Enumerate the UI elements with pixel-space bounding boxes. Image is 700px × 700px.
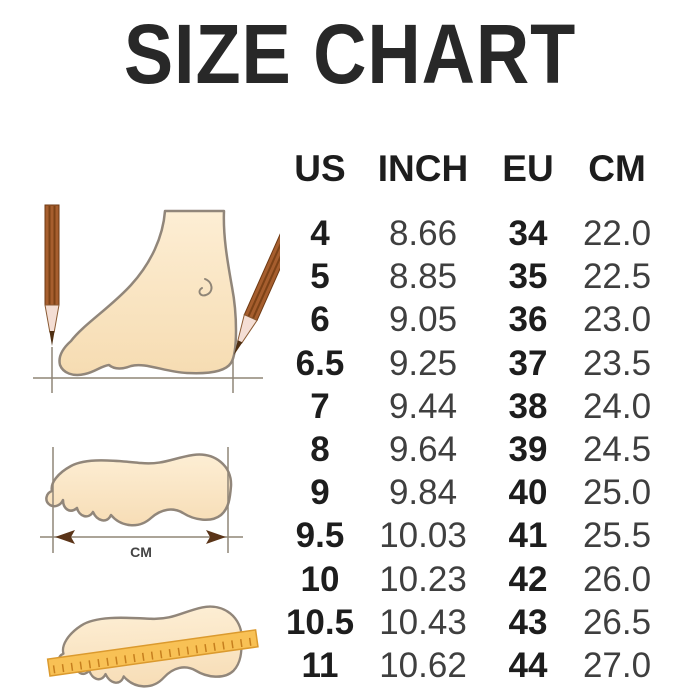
table-row: 5 8.85 35 22.5 (276, 255, 660, 298)
arrowhead-right-icon (206, 530, 226, 544)
ruler-icon (46, 629, 259, 677)
eu-size: 39 (508, 430, 548, 470)
foot-side-shape (58, 209, 238, 377)
inch-size: 9.05 (388, 300, 458, 340)
cm-size: 26.0 (582, 559, 652, 599)
column-header-cm: CM (588, 148, 646, 189)
ankle-mark (198, 278, 213, 297)
table-row: 6.5 9.25 37 23.5 (276, 342, 660, 385)
table-row: 7 9.44 38 24.0 (276, 385, 660, 428)
eu-size: 37 (508, 343, 548, 383)
us-size: 10.5 (285, 602, 355, 642)
table-row: 9 9.84 40 25.0 (276, 471, 660, 514)
us-size: 6.5 (295, 343, 345, 383)
footprint-shape (45, 453, 233, 527)
size-table-header: US INCH EU CM (276, 146, 660, 192)
inch-size: 10.62 (379, 645, 467, 685)
eu-size: 41 (508, 516, 548, 556)
cm-size: 24.0 (582, 386, 652, 426)
cm-size: 26.5 (582, 602, 652, 642)
eu-size: 42 (508, 559, 548, 599)
us-size: 6 (310, 300, 330, 340)
cm-size: 22.0 (582, 214, 652, 254)
table-row: 11 10.62 44 27.0 (276, 644, 660, 687)
footprint-ruler-illustration (46, 605, 259, 688)
inch-size: 8.85 (388, 257, 458, 297)
size-table: US INCH EU CM 4 8.66 34 22.0 5 8.85 35 2… (276, 146, 660, 687)
us-size: 8 (310, 430, 330, 470)
table-row: 6 9.05 36 23.0 (276, 298, 660, 341)
us-size: 9.5 (295, 516, 345, 556)
cm-size: 22.5 (582, 257, 652, 297)
cm-size: 27.0 (582, 645, 652, 685)
us-size: 9 (310, 473, 330, 513)
inch-size: 9.44 (388, 386, 458, 426)
inch-size: 9.84 (388, 473, 458, 513)
footprint-length-arrow-illustration: CM (40, 447, 243, 560)
column-header-us: US (294, 148, 346, 189)
eu-size: 38 (508, 386, 548, 426)
column-header-inch: INCH (377, 148, 469, 189)
us-size: 4 (310, 214, 330, 254)
us-size: 5 (310, 257, 330, 297)
cm-size: 23.5 (582, 343, 652, 383)
cm-size: 23.0 (582, 300, 652, 340)
eu-size: 36 (508, 300, 548, 340)
arrowhead-left-icon (55, 530, 75, 544)
inch-size: 10.43 (379, 602, 467, 642)
us-size: 7 (310, 386, 330, 426)
cm-size: 25.5 (582, 516, 652, 556)
cm-arrow-label: CM (130, 544, 152, 560)
table-row: 8 9.64 39 24.5 (276, 428, 660, 471)
table-row: 10 10.23 42 26.0 (276, 558, 660, 601)
us-size: 11 (301, 645, 339, 685)
eu-size: 40 (508, 473, 548, 513)
inch-size: 8.66 (388, 214, 458, 254)
cm-size: 24.5 (582, 430, 652, 470)
us-size: 10 (300, 559, 340, 599)
table-row: 9.5 10.03 41 25.5 (276, 514, 660, 557)
inch-size: 10.23 (379, 559, 467, 599)
column-header-eu: EU (502, 148, 554, 189)
eu-size: 34 (508, 214, 548, 254)
inch-size: 10.03 (379, 516, 467, 556)
pencil-left-icon (44, 204, 60, 347)
table-row: 10.5 10.43 43 26.5 (276, 601, 660, 644)
page-title: SIZE CHART (123, 7, 577, 101)
table-row: 4 8.66 34 22.0 (276, 212, 660, 255)
foot-tracing-pencils-illustration (33, 204, 280, 393)
cm-size: 25.0 (582, 473, 652, 513)
eu-size: 35 (508, 257, 548, 297)
inch-size: 9.25 (388, 343, 458, 383)
eu-size: 43 (508, 602, 548, 642)
eu-size: 44 (508, 645, 548, 685)
inch-size: 9.64 (388, 430, 458, 470)
